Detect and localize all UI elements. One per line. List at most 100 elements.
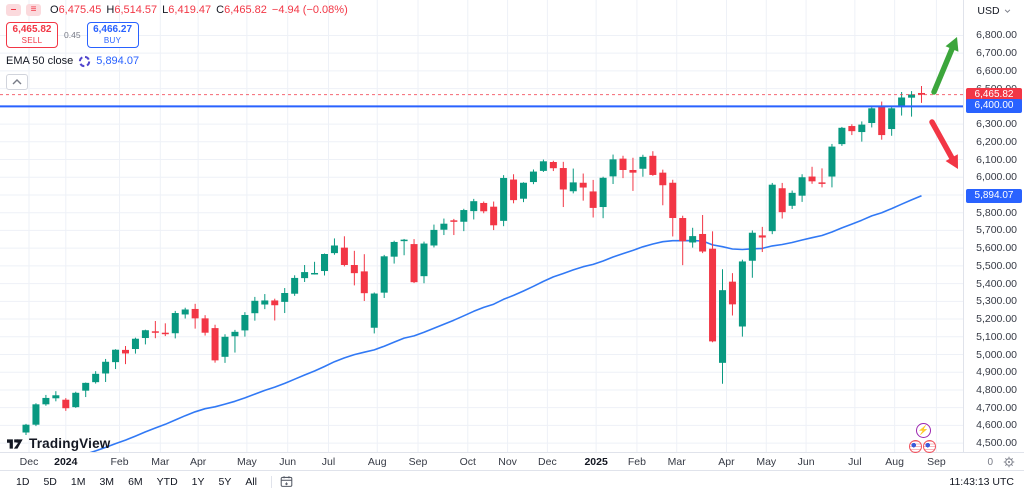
candle-up: [370, 293, 378, 328]
candle-up: [868, 108, 876, 124]
clock-utc[interactable]: 11:43:13 UTC: [949, 475, 1014, 488]
time-tick-month: May: [756, 456, 777, 468]
candle-up: [311, 272, 319, 275]
range-button-all[interactable]: All: [245, 475, 258, 488]
candle-down: [191, 308, 199, 319]
indicator-loading-icon: [79, 55, 91, 67]
candle-down: [480, 202, 488, 212]
gear-icon[interactable]: [1003, 456, 1015, 468]
candle-up: [261, 300, 269, 305]
high-value: 6,514.57: [114, 4, 158, 16]
range-toolbar: 1D 5D 1M 3M 6M YTD 1Y 5Y All 11:43:13 UTC: [0, 470, 1024, 492]
candle-up: [181, 309, 189, 315]
ema-indicator-label[interactable]: EMA 50 close: [6, 55, 74, 67]
time-axis[interactable]: Dec 2024 Feb Mar Apr May Jun Jul Aug Sep Oct Nov Dec…: [0, 452, 1024, 470]
candle-down: [350, 264, 358, 274]
candle-up: [719, 290, 726, 363]
range-button-1d[interactable]: 1D: [16, 475, 30, 488]
collapse-legend-icon[interactable]: –: [6, 4, 21, 16]
candle-down: [410, 244, 418, 283]
price-badge: 6,465.82: [966, 87, 1022, 102]
legend-menu-icon[interactable]: ≡: [26, 4, 41, 16]
candle-down: [201, 318, 209, 333]
candle-up: [569, 182, 577, 192]
candle-up: [131, 338, 139, 350]
down-arrow-drawing[interactable]: [929, 119, 955, 161]
tradingview-watermark[interactable]: TradingView: [7, 436, 110, 451]
sell-price: 6,465.82: [12, 24, 52, 35]
range-button-6m[interactable]: 6M: [128, 475, 143, 488]
range-button-1m[interactable]: 1M: [70, 475, 86, 488]
chart-area[interactable]: – ≡ O6,475.45 H6,514.57 L6,419.47 C6,465.82…: [0, 0, 963, 453]
candle-down: [589, 191, 597, 208]
range-button-5d[interactable]: 5D: [43, 475, 57, 488]
candle-down: [728, 281, 736, 305]
sell-button[interactable]: 6,465.82 SELL: [6, 22, 58, 48]
price-tick-label: 4,500.00: [976, 437, 1017, 450]
price-tick-label: 6,100.00: [976, 153, 1017, 166]
calendar-icon[interactable]: [280, 475, 293, 488]
price-tick-label: 6,800.00: [976, 29, 1017, 42]
candle-up: [52, 395, 60, 399]
lightning-idea-icon[interactable]: ⚡: [916, 423, 931, 438]
candle-down: [629, 169, 637, 173]
time-tick-month: Aug: [367, 456, 387, 468]
candle-up: [768, 184, 776, 232]
time-tick-month: Sep: [927, 456, 946, 468]
scale-toggle[interactable]: 0: [987, 456, 993, 468]
buy-button[interactable]: 6,466.27 BUY: [86, 22, 139, 48]
ema-line: [89, 195, 922, 452]
candle-up: [520, 182, 527, 199]
candle-down: [271, 300, 279, 306]
candle-down: [490, 206, 498, 226]
high-label: H: [106, 4, 115, 16]
candle-up: [400, 239, 408, 242]
collapse-panel-button[interactable]: [6, 74, 28, 90]
price-badge: 6,400.00: [966, 99, 1022, 114]
candle-down: [848, 126, 856, 132]
low-value: 6,419.47: [168, 4, 212, 16]
candle-down: [669, 182, 677, 219]
range-button-ytd[interactable]: YTD: [156, 475, 178, 488]
ohlc-readout: O6,475.45 H6,514.57 L6,419.47 C6,465.82 −4.9…: [50, 4, 353, 16]
price-tick-label: 6,000.00: [976, 171, 1017, 184]
toolbar-divider: [271, 475, 273, 488]
price-tick-label: 5,000.00: [976, 348, 1017, 361]
candle-up: [888, 108, 896, 130]
time-tick-year: 2025: [584, 456, 608, 468]
range-button-5y[interactable]: 5Y: [218, 475, 232, 488]
range-button-3m[interactable]: 3M: [99, 475, 115, 488]
candle-up: [251, 300, 259, 314]
candle-up: [609, 159, 617, 177]
up-arrow-drawing[interactable]: [931, 46, 955, 95]
price-tick-label: 4,600.00: [976, 419, 1017, 432]
candle-down: [699, 233, 707, 252]
candlestick-chart[interactable]: [0, 0, 963, 452]
candle-down: [62, 399, 70, 409]
buy-price: 6,466.27: [93, 24, 133, 35]
price-tick-label: 4,700.00: [976, 401, 1017, 414]
candle-up: [460, 210, 468, 222]
price-axis[interactable]: USD 6,800.006,700.006,600.006,500.006,40…: [963, 0, 1024, 452]
candle-down: [659, 172, 667, 186]
range-button-1y[interactable]: 1Y: [191, 475, 205, 488]
price-tick-label: 4,900.00: [976, 366, 1017, 379]
candle-up: [500, 177, 508, 221]
candle-up: [689, 236, 697, 243]
open-value: 6,475.45: [58, 4, 102, 16]
price-tick-label: 5,800.00: [976, 206, 1017, 219]
candle-up: [281, 293, 289, 302]
time-tick-month: Oct: [459, 456, 476, 468]
open-label: O: [50, 4, 59, 16]
time-tick-month: Aug: [885, 456, 904, 468]
price-tick-label: 5,600.00: [976, 242, 1017, 255]
time-tick-month: May: [236, 456, 257, 468]
candle-down: [510, 179, 518, 201]
economic-event-icon[interactable]: [923, 440, 936, 453]
candle-up: [788, 192, 796, 206]
economic-event-icon[interactable]: [909, 440, 922, 453]
candle-down: [549, 162, 557, 169]
currency-dropdown[interactable]: USD: [964, 5, 1024, 17]
price-tick-label: 4,800.00: [976, 383, 1017, 396]
candle-down: [122, 349, 129, 354]
